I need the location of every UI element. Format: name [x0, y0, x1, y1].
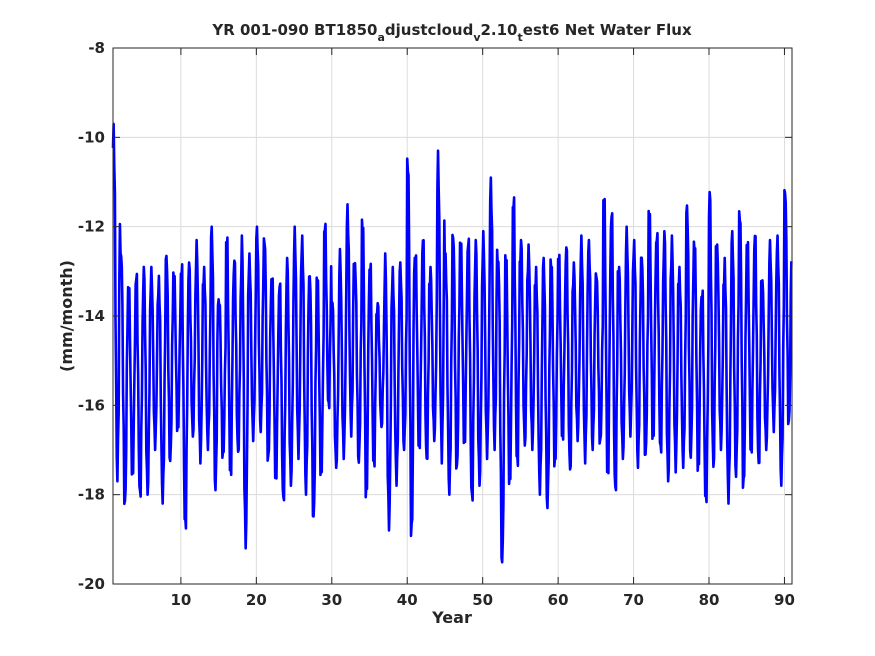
series-line [111, 122, 793, 564]
y-tick-label: -12 [78, 218, 105, 236]
x-axis-label: Year [431, 608, 472, 627]
x-tick-label: 70 [623, 591, 644, 609]
x-tick-label: 50 [472, 591, 493, 609]
y-axis-label: (mm/month) [57, 260, 76, 372]
ticks: 10 20 30 40 50 60 70 80 90 -20 -18 -16 -14 -12 -10 -8 [78, 39, 795, 609]
x-tick-label: 20 [246, 591, 267, 609]
chart-title: YR 001-090 BT1850adjustcloudv2.10test6 N… [211, 21, 692, 44]
x-tick-label: 10 [170, 591, 191, 609]
series-layer [111, 122, 793, 564]
x-tick-label: 60 [548, 591, 569, 609]
x-tick-label: 90 [774, 591, 795, 609]
y-tick-label: -18 [78, 486, 105, 504]
y-tick-label: -20 [78, 575, 105, 593]
x-tick-label: 80 [699, 591, 720, 609]
y-tick-label: -14 [78, 307, 105, 325]
x-tick-label: 40 [397, 591, 418, 609]
y-tick-label: -16 [78, 396, 105, 414]
y-tick-label: -10 [78, 128, 105, 146]
y-tick-label: -8 [88, 39, 105, 57]
x-tick-label: 30 [321, 591, 342, 609]
